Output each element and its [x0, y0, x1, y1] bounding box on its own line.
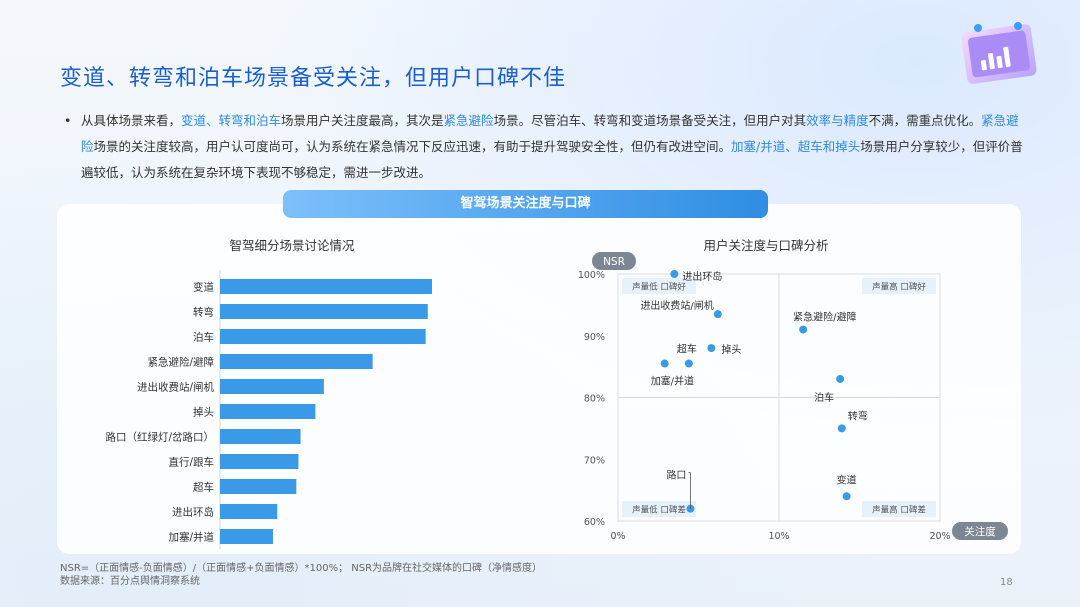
- bar-0: [220, 279, 432, 294]
- bar-category-label: 泊车: [193, 331, 214, 344]
- quadrant-tag-top-right: 声量高 口碑好: [872, 282, 926, 293]
- scatter-point-label: 路口: [666, 469, 686, 482]
- quadrant-tag-bottom-right: 声量高 口碑差: [872, 505, 926, 516]
- scatter-point-3: [707, 344, 716, 353]
- y-tick-label: 90%: [584, 332, 605, 343]
- bar-category-label: 超车: [193, 481, 214, 494]
- chart-board-illustration: [961, 22, 1037, 84]
- panel-title: 智驾场景关注度与口碑: [283, 190, 768, 218]
- bar-5: [220, 404, 316, 419]
- quadrant-tag-bottom-left: 声量低 口碑差: [632, 505, 686, 516]
- highlight-efficiency: 效率与精度: [806, 113, 869, 128]
- y-tick-label: 60%: [584, 517, 605, 528]
- scatter-point-label: 转弯: [848, 409, 868, 422]
- scatter-point-7: [837, 424, 846, 433]
- scatter-point-2: [799, 325, 808, 334]
- y-axis-badge: [592, 252, 636, 270]
- bar-category-label: 掉头: [193, 406, 214, 419]
- bar-10: [220, 529, 273, 544]
- bar-category-label: 路口（红绿灯/岔路口）: [105, 431, 214, 444]
- bar-2: [220, 329, 426, 344]
- bar-9: [220, 504, 278, 519]
- bar-7: [220, 454, 299, 469]
- highlight-emergency-1: 紧急避险: [443, 113, 494, 128]
- scatter-chart-title: 用户关注度与口碑分析: [703, 238, 828, 253]
- scatter-point-label: 进出收费站/闸机: [640, 299, 713, 312]
- x-axis-badge: [952, 522, 1008, 540]
- footnote: NSR=（正面情感-负面情感）/（正面情感+负面情感）*100%； NSR为品牌…: [60, 562, 542, 588]
- highlight-lane-turn-park: 变道、转弯和泊车: [181, 113, 282, 128]
- quadrant-tag-bottom-right-bg: [862, 501, 936, 517]
- bar-1: [220, 304, 428, 319]
- bullet-text-3: 场景。尽管泊车、转弯和变道场景备受关注，但用户对其: [493, 113, 807, 128]
- scatter-point-label: 超车: [677, 343, 697, 356]
- chart-panel: [57, 204, 1021, 554]
- page-title: 变道、转弯和泊车场景备受关注，但用户口碑不佳: [60, 66, 567, 91]
- scatter-chart: 用户关注度与口碑分析 100% 90% 80% 70% 60% 0% 10% 20% NSR 关注…: [578, 238, 1008, 542]
- scatter-point-6: [836, 374, 845, 383]
- bullet-text-6: 场景用户分享较少，但评价普遍较低，认为系统在复杂环境下表现不够稳定，需进一步改进…: [81, 139, 1023, 180]
- scatter-point-label: 变道: [837, 473, 857, 486]
- bar-category-label: 转弯: [193, 306, 214, 319]
- x-tick-label: 0%: [610, 531, 625, 542]
- scatter-point-5: [660, 359, 669, 368]
- summary-paragraph: • 从具体场景来看，变道、转弯和泊车场景用户关注度最高，其次是紧急避险场景。尽管…: [64, 108, 1024, 186]
- bar-category-label: 紧急避险/避障: [147, 356, 214, 369]
- x-tick-label: 20%: [929, 531, 950, 542]
- bar-category-label: 直行/跟车: [168, 456, 214, 469]
- scatter-point-label: 紧急避险/避障: [793, 311, 856, 324]
- bullet-text-2: 场景用户关注度最高，其次是: [281, 113, 444, 128]
- scatter-point-0: [670, 270, 679, 278]
- quadrant-tag-top-left: 声量低 口碑好: [632, 282, 686, 293]
- bar-chart-title: 智驾细分场景讨论情况: [229, 238, 355, 253]
- bullet-text-4: 不满，需重点优化。: [868, 113, 982, 128]
- scatter-point-label: 加塞/并道: [651, 375, 694, 388]
- bar-category-label: 变道: [193, 281, 214, 294]
- bar-6: [220, 429, 301, 444]
- scatter-point-9: [842, 492, 851, 501]
- bar-category-label: 进出收费站/闸机: [137, 381, 215, 394]
- highlight-merge-overtake-uturn: 加塞/并道、超车和掉头: [731, 139, 861, 154]
- bullet-text-5: 场景的关注度较高，用户认可度尚可，认为系统在紧急情况下反应迅速，有助于提升驾驶安…: [93, 139, 732, 154]
- x-tick-label: 10%: [768, 531, 789, 542]
- leader-line: [688, 472, 691, 509]
- scatter-point-label: 泊车: [814, 391, 834, 404]
- bullet-text-1: 从具体场景来看，: [81, 113, 182, 128]
- scatter-point-label: 进出环岛: [682, 270, 722, 283]
- highlight-emergency-2: 紧急避险: [81, 113, 1019, 154]
- bar-4: [220, 379, 324, 394]
- page-number: 18: [1000, 577, 1013, 588]
- scatter-point-4: [684, 359, 693, 368]
- bar-category-label: 加塞/并道: [168, 531, 214, 544]
- quadrant-tag-top-left-bg: [622, 278, 696, 294]
- bar-3: [220, 354, 373, 369]
- y-tick-label: 70%: [584, 455, 605, 466]
- scatter-point-label: 掉头: [721, 343, 741, 356]
- quadrant-tag-bottom-left-bg: [622, 501, 696, 517]
- y-tick-label: 100%: [578, 270, 605, 281]
- x-axis-label: 关注度: [964, 525, 996, 538]
- bar-category-label: 进出环岛: [172, 506, 214, 519]
- scatter-point-1: [713, 310, 722, 319]
- footnote-source: 数据来源：百分点舆情洞察系统: [60, 576, 200, 587]
- y-axis-label: NSR: [603, 256, 625, 268]
- footnote-nsr: NSR=（正面情感-负面情感）/（正面情感+负面情感）*100%； NSR为品牌…: [60, 563, 543, 574]
- bar-8: [220, 479, 297, 494]
- bar-chart: 智驾细分场景讨论情况 变道转弯泊车紧急避险/避障进出收费站/闸机掉头路口（红绿灯…: [105, 238, 432, 549]
- scatter-point-8: [686, 504, 695, 513]
- quadrant-tag-top-right-bg: [862, 278, 936, 294]
- y-tick-label: 80%: [584, 394, 605, 405]
- bullet-dot: •: [64, 113, 72, 128]
